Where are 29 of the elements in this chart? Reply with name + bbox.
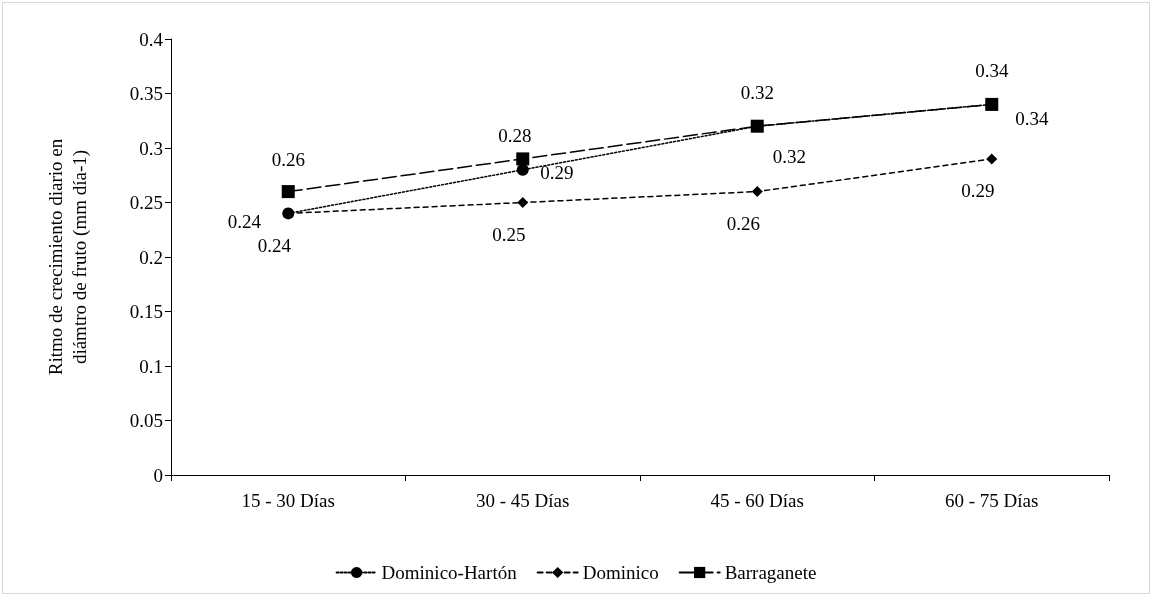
legend-label: Dominico xyxy=(582,562,659,583)
data-label: 0.34 xyxy=(975,59,1009,81)
x-tick-label: 15 - 30 Días xyxy=(241,490,335,511)
y-tick-label: 0.25 xyxy=(129,192,163,213)
y-tick-label: 0.05 xyxy=(129,410,163,431)
y-tick-label: 0 xyxy=(153,464,163,486)
y-tick-label: 0.35 xyxy=(129,83,163,104)
legend-label: Barraganete xyxy=(724,562,817,583)
data-label: 0.25 xyxy=(492,224,526,245)
x-tick-label: 60 - 75 Días xyxy=(945,490,1039,511)
data-label: 0.24 xyxy=(227,210,262,232)
x-tick-label: 45 - 60 Días xyxy=(710,490,804,511)
y-axis-title: Ritmo de crecimiento diario en diámtro de fruto (mm día-1) xyxy=(44,138,91,376)
y-tick-label: 0.4 xyxy=(139,28,164,50)
legend-label: Dominico-Hartón xyxy=(381,562,518,583)
y-tick-label: 0.1 xyxy=(139,355,163,377)
y-tick-label: 0.15 xyxy=(129,301,163,322)
data-label: 0.29 xyxy=(961,180,995,202)
data-label: 0.32 xyxy=(772,145,806,167)
y-tick-label: 0.3 xyxy=(139,137,163,159)
data-label: 0.26 xyxy=(271,149,305,171)
y-tick-label: 0.2 xyxy=(139,246,163,268)
data-label: 0.24 xyxy=(257,234,292,256)
data-label: 0.28 xyxy=(498,125,532,147)
data-label: 0.29 xyxy=(540,162,574,184)
data-label: 0.34 xyxy=(1015,107,1049,129)
data-label: 0.26 xyxy=(726,213,760,235)
x-tick-label: 30 - 45 Días xyxy=(476,490,570,511)
data-label: 0.32 xyxy=(740,81,774,103)
